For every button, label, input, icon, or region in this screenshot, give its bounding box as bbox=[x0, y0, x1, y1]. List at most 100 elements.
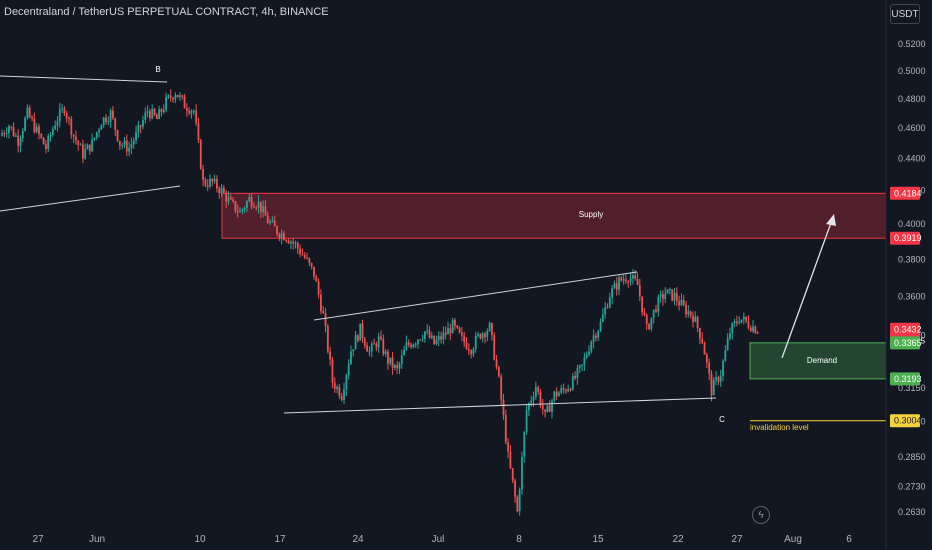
price-axis-tick: 0.4800 bbox=[898, 94, 926, 104]
candle-body bbox=[611, 288, 613, 298]
candle-body bbox=[132, 140, 135, 145]
projection-arrow-head bbox=[826, 214, 836, 226]
candle-body bbox=[310, 262, 313, 267]
candle-body bbox=[484, 333, 486, 337]
candle-body bbox=[435, 340, 438, 345]
candle-body bbox=[234, 201, 237, 212]
candle-body bbox=[322, 311, 325, 314]
candle-body bbox=[31, 117, 33, 119]
candle-body bbox=[135, 131, 137, 141]
candle-body bbox=[562, 388, 565, 390]
price-axis-tick: 0.3150 bbox=[898, 383, 926, 393]
candle-body bbox=[578, 365, 581, 369]
candle-body bbox=[220, 187, 223, 194]
candle-body bbox=[597, 330, 600, 338]
demand-label: Demand bbox=[807, 356, 837, 365]
candle-body bbox=[604, 307, 607, 315]
candle-body bbox=[211, 178, 214, 182]
candle-body bbox=[437, 336, 440, 341]
candle-body bbox=[137, 125, 140, 132]
price-axis-tick: 0.4000 bbox=[898, 219, 926, 229]
candle-body bbox=[650, 317, 653, 330]
candle-body bbox=[504, 414, 507, 443]
supply-zone[interactable] bbox=[221, 192, 887, 239]
candle-body bbox=[467, 348, 470, 351]
candle-body bbox=[588, 351, 590, 355]
candle-body bbox=[361, 323, 364, 339]
candle-body bbox=[444, 332, 447, 335]
candle-body bbox=[58, 109, 61, 122]
candle-body bbox=[278, 234, 281, 238]
candle-body bbox=[421, 338, 424, 340]
candle-body bbox=[396, 365, 399, 369]
candle-body bbox=[107, 121, 110, 123]
candle-body bbox=[218, 188, 221, 194]
candle-body bbox=[345, 375, 348, 390]
resistance-line-top[interactable] bbox=[0, 75, 168, 83]
candle-body bbox=[641, 296, 644, 313]
time-axis-tick: 10 bbox=[194, 534, 206, 545]
candle-body bbox=[320, 294, 322, 312]
candle-body bbox=[121, 145, 124, 147]
candle-body bbox=[460, 332, 463, 336]
candle-body bbox=[410, 344, 412, 348]
candle-body bbox=[740, 319, 743, 323]
candle-body bbox=[592, 335, 595, 342]
candle-body bbox=[264, 206, 267, 216]
price-tags-layer: 0.41840.39190.343202:27:150.33650.31930.… bbox=[890, 186, 925, 428]
candle-body bbox=[375, 343, 378, 348]
candle-body bbox=[225, 192, 228, 202]
time-axis-tick: 17 bbox=[274, 534, 286, 545]
candle-body bbox=[195, 110, 198, 124]
time-axis-tick: Jul bbox=[432, 534, 445, 545]
candle-body bbox=[183, 96, 186, 109]
candle-body bbox=[454, 319, 456, 326]
channel-lower-line[interactable] bbox=[283, 397, 717, 414]
candle-body bbox=[631, 275, 634, 279]
candle-body bbox=[181, 95, 184, 97]
price-axis[interactable]: 0.52000.50000.48000.46000.44000.42000.40… bbox=[885, 0, 926, 550]
candle-body bbox=[511, 468, 514, 481]
candle-body bbox=[500, 376, 503, 400]
candle-body bbox=[417, 339, 419, 344]
candle-body bbox=[673, 293, 676, 301]
candle-body bbox=[407, 342, 410, 345]
candle-body bbox=[105, 117, 107, 122]
candle-body bbox=[250, 196, 253, 207]
candle-body bbox=[158, 109, 161, 119]
demand-zone[interactable] bbox=[749, 342, 887, 380]
projection-arrow[interactable] bbox=[781, 219, 833, 359]
candle-body bbox=[678, 301, 681, 306]
currency-unit-button[interactable]: USDT bbox=[890, 4, 920, 24]
candle-body bbox=[615, 283, 618, 290]
candle-body bbox=[10, 126, 13, 128]
candle-body bbox=[49, 135, 52, 137]
channel-upper-line[interactable] bbox=[313, 271, 638, 321]
candle-body bbox=[56, 121, 59, 126]
candle-body bbox=[51, 129, 54, 136]
candle-body bbox=[188, 110, 191, 114]
time-axis[interactable]: 27 Jun 10 17 24 Jul 8 15 22 27 Aug 6 bbox=[32, 534, 852, 545]
candle-body bbox=[98, 129, 100, 133]
candle-body bbox=[694, 316, 697, 322]
candle-body bbox=[313, 266, 315, 277]
candle-body bbox=[634, 275, 637, 280]
candle-body bbox=[384, 351, 387, 355]
price-axis-tick: 0.3800 bbox=[898, 254, 926, 264]
candle-body bbox=[387, 351, 389, 364]
candle-body bbox=[391, 357, 394, 368]
candle-body bbox=[548, 405, 551, 412]
candle-body bbox=[216, 178, 218, 189]
lightning-icon[interactable]: ϟ bbox=[752, 506, 770, 524]
candle-body bbox=[114, 118, 117, 130]
candle-body bbox=[65, 113, 68, 119]
candle-body bbox=[213, 178, 216, 182]
candle-body bbox=[84, 149, 87, 159]
candle-body bbox=[109, 110, 112, 122]
candle-body bbox=[491, 323, 493, 335]
candle-body bbox=[317, 281, 320, 295]
price-axis-tick: 0.2630 bbox=[898, 507, 926, 517]
support-line-top[interactable] bbox=[0, 185, 181, 212]
candle-body bbox=[299, 248, 302, 255]
